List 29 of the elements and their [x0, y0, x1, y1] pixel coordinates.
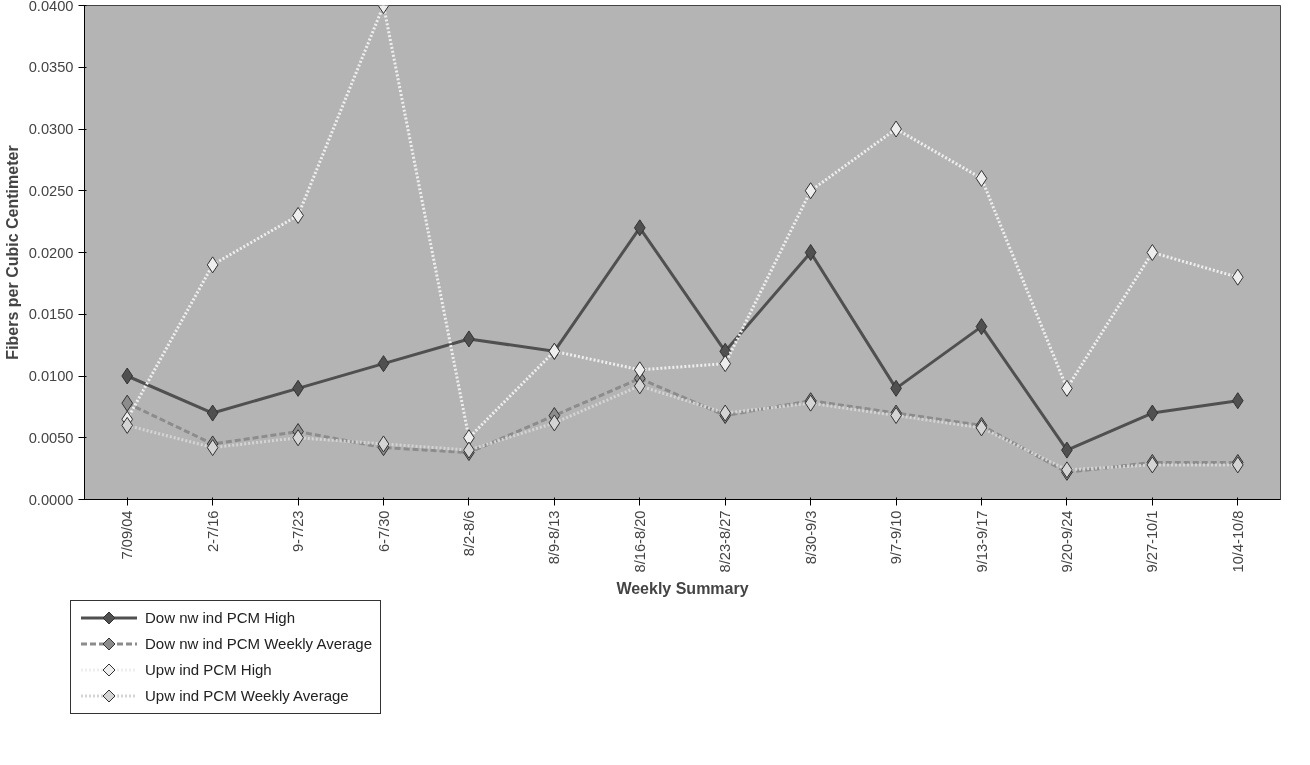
legend-label: Dow nw ind PCM High	[145, 608, 296, 629]
x-axis-title: Weekly Summary	[616, 580, 749, 598]
y-tick-label: 0.0150	[28, 306, 74, 323]
y-tick-label: 0.0200	[28, 244, 74, 261]
y-tick-label: 0.0100	[28, 368, 74, 384]
x-tick-label: 8/30-9/3	[802, 510, 819, 565]
x-tick-label: 9-7/23	[290, 510, 307, 553]
y-tick-label: 0.0000	[28, 491, 74, 508]
x-tick-label: 2-7/16	[204, 510, 221, 553]
x-tick-label: 7/09/04	[119, 510, 136, 560]
y-tick-label: 0.0400	[28, 0, 74, 14]
y-axis-title: Fibers per Cubic Centimeter	[3, 145, 21, 360]
x-tick-label: 8/23-8/27	[717, 510, 734, 573]
x-tick-label: 9/7-9/10	[888, 510, 905, 565]
y-tick-label: 0.0250	[28, 182, 74, 199]
y-tick-label: 0.0050	[28, 429, 74, 446]
legend-label: Upw ind PCM Weekly Average	[145, 686, 349, 707]
x-tick-label: 6-7/30	[375, 510, 392, 553]
legend-label: Upw ind PCM High	[145, 660, 272, 681]
x-tick-label: 10/4-10/8	[1229, 510, 1246, 573]
x-tick-label: 9/20-9/24	[1058, 510, 1075, 573]
x-tick-label: 8/16-8/20	[631, 510, 648, 573]
legend-label: Dow nw ind PCM Weekly Average	[145, 634, 373, 655]
x-tick-label: 9/13-9/17	[973, 510, 990, 573]
x-tick-label: 8/2-8/6	[460, 510, 477, 557]
x-tick-label: 9/27-10/1	[1144, 510, 1161, 573]
y-tick-label: 0.0300	[28, 121, 74, 137]
y-tick-label: 0.0350	[28, 59, 74, 76]
x-tick-label: 8/9-8/13	[546, 510, 563, 565]
